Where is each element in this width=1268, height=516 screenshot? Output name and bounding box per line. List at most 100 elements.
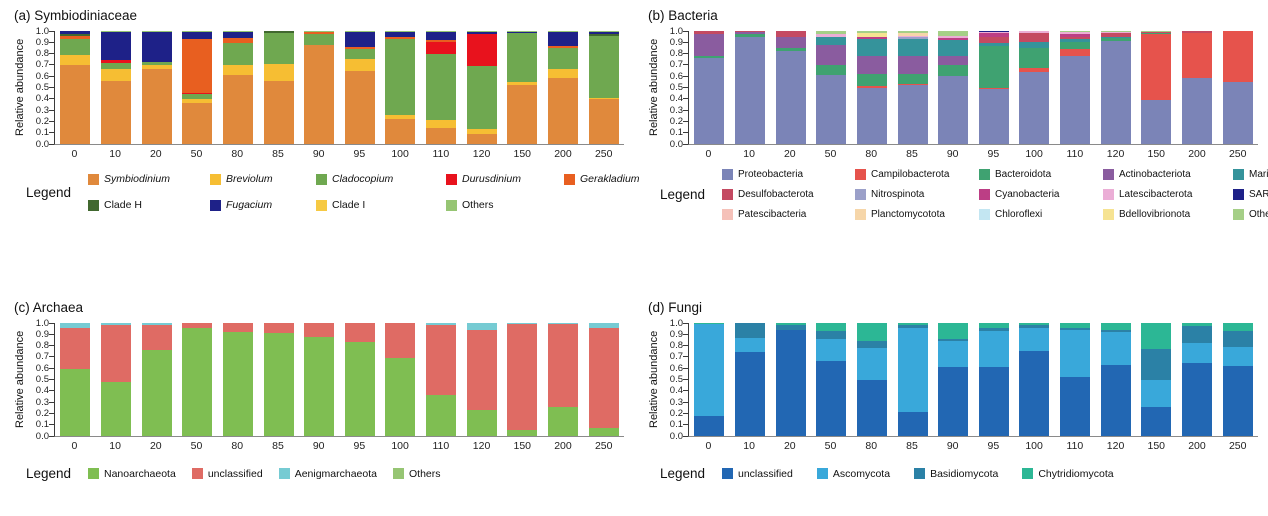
bar-slot [770, 323, 811, 436]
bar-segment [1060, 42, 1091, 50]
y-tick-label: 0.5 [35, 373, 49, 385]
x-tick-label: 150 [1147, 440, 1166, 452]
y-tick-mark [683, 345, 688, 347]
x-tick-label: 120 [472, 148, 491, 160]
bar-200 [548, 323, 578, 436]
y-tick-label: 1.0 [669, 317, 683, 329]
legend-item-label: Marinimicobia SAR406 clade [1249, 169, 1268, 180]
legend-swatch [1233, 209, 1244, 220]
bar-segment [548, 323, 578, 325]
legend-item-label: Breviolum [226, 173, 273, 185]
legend-item: Others [446, 199, 564, 211]
bar-100 [385, 31, 416, 144]
bar-segment [694, 323, 725, 325]
bar-segment [1060, 55, 1091, 144]
bar-segment [344, 59, 375, 71]
bar-slot [299, 31, 340, 144]
bar-segment [978, 330, 1009, 368]
bar-100 [1019, 323, 1050, 436]
bar-segment [385, 358, 416, 436]
x-tick-label: 110 [432, 148, 450, 160]
bar-segment [856, 379, 887, 436]
bar-slot [258, 31, 299, 144]
bar-segment [938, 323, 969, 339]
legend-item-label: Gerakladium [580, 173, 640, 185]
bar-segment [588, 97, 619, 99]
bar-segment [385, 323, 416, 359]
y-tick-label: 1.0 [35, 25, 49, 37]
bar-segment [588, 34, 619, 36]
bar-segment [1100, 37, 1131, 42]
bar-200 [548, 31, 578, 144]
bar-segment [978, 88, 1009, 144]
bar-segment [694, 55, 725, 59]
bar-segment [141, 350, 172, 436]
legend-item: Chloroflexi [979, 209, 1103, 220]
bar-slot [1014, 31, 1055, 144]
bar-segment [816, 330, 847, 339]
bar-slot [1177, 323, 1218, 436]
bar-slot [730, 323, 771, 436]
bar-segment [938, 31, 969, 36]
bar-slot [811, 31, 852, 144]
bar-slot [1055, 323, 1096, 436]
y-axis: 0.0 0.1 0.2 0.3 0.4 0.5 0.6 0.7 0.8 0.9 1.0 [662, 318, 688, 440]
bar-90 [938, 31, 969, 144]
bar-250 [588, 323, 619, 436]
bar-segment [141, 325, 172, 351]
y-tick-mark [683, 41, 688, 43]
y-tick-mark [683, 143, 688, 145]
bar-segment [1060, 32, 1091, 35]
legend-items: Symbiodinium Breviolum Cladocopium Durusdin… [88, 173, 640, 211]
bar-segment [182, 98, 213, 104]
legend-swatch [722, 169, 733, 180]
x-tick-label: 85 [906, 148, 918, 160]
legend-swatch [88, 199, 99, 211]
bar-250 [1222, 323, 1253, 436]
bar-segment [1182, 33, 1212, 79]
y-tick-mark [683, 356, 688, 358]
x-tick-label: 20 [783, 440, 796, 452]
bar-segment [978, 32, 1009, 34]
bar-segment [182, 327, 213, 436]
y-tick-label: 0.7 [669, 351, 683, 363]
bar-segment [816, 75, 847, 144]
bar-segment [182, 103, 213, 144]
bar-segment [304, 31, 335, 33]
legend-items: Nanoarchaeota unclassified Aenigmarchaeota… [88, 468, 441, 480]
bar-segment [938, 341, 969, 368]
x-tick-label: 20 [149, 440, 162, 452]
legend-items: Proteobacteria Campilobacterota Bacteroido… [722, 169, 1268, 220]
bar-slot [973, 31, 1014, 144]
bar-90 [938, 323, 969, 436]
x-tick-label: 10 [109, 148, 121, 160]
bar-segment [694, 58, 725, 144]
y-tick-label: 0.8 [35, 339, 49, 351]
x-tick-label: 200 [554, 148, 572, 160]
legend-item: Cladocopium [316, 173, 446, 185]
x-tick-label: 10 [109, 440, 121, 452]
y-tick-label: 0.9 [669, 328, 683, 340]
bar-segment [588, 428, 619, 436]
bar-slot [1136, 323, 1177, 436]
bar-0 [694, 323, 725, 436]
y-tick-label: 0.3 [669, 396, 683, 408]
bar-segment [1182, 78, 1212, 144]
bar-slot [299, 323, 340, 436]
bar-segment [1100, 33, 1131, 37]
bar-segment [1100, 364, 1131, 436]
legend-item-label: unclassified [207, 467, 263, 480]
y-tick-label: 0.5 [669, 373, 683, 385]
bar-segment [466, 129, 497, 134]
bar-segment [1141, 31, 1172, 33]
bar-segment [304, 336, 335, 436]
bar-segment [466, 32, 497, 35]
bar-segment [263, 333, 294, 436]
y-tick-label: 0.1 [35, 418, 49, 430]
bar-85 [263, 323, 294, 436]
bar-150 [1141, 31, 1172, 144]
y-tick-label: 0.2 [35, 407, 49, 419]
legend-item-label: Desulfobacterota [738, 189, 814, 200]
y-tick-label: 0.2 [669, 407, 683, 419]
bar-segment [60, 369, 91, 436]
